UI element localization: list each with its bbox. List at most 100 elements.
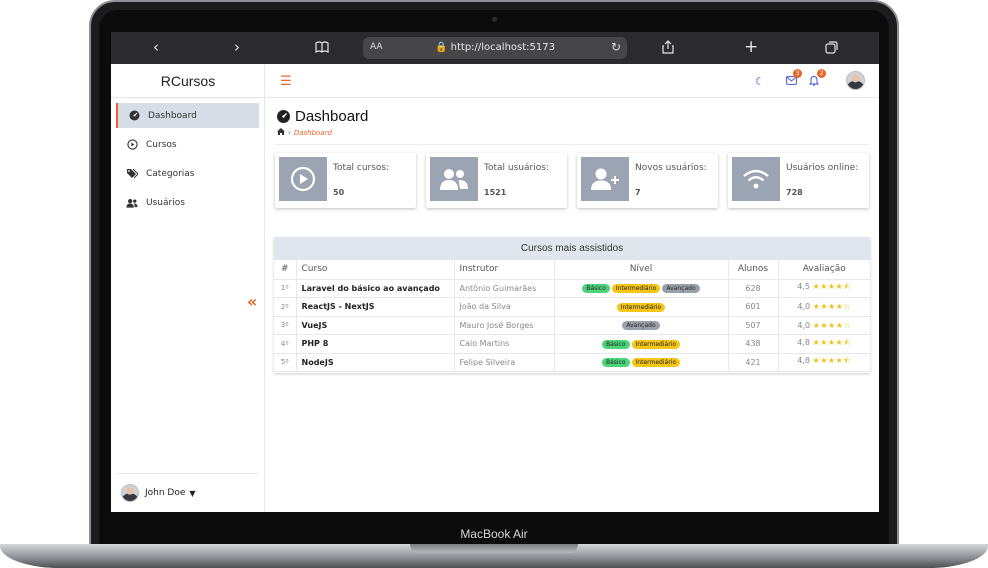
- topbar: ☰ ☾ 3 2: [265, 64, 879, 98]
- rank-cell: 4º: [274, 334, 297, 354]
- sidebar-item-cursos[interactable]: Cursos: [116, 132, 259, 157]
- tabs-icon[interactable]: [825, 41, 838, 57]
- column-header: Alunos: [728, 260, 779, 280]
- level-badge: Avançado: [622, 321, 660, 331]
- stat-card-new-users: Novos usuários: 7: [577, 153, 718, 208]
- students-cell: 421: [728, 353, 779, 372]
- star-rating-icon: ★★★★⯪: [812, 282, 852, 292]
- camera-dot: [492, 17, 497, 22]
- level-badge: Básico: [601, 358, 630, 368]
- column-header: Instrutor: [454, 260, 555, 280]
- rating-value: 4,0: [797, 302, 811, 312]
- card-label: Usuários online:: [786, 163, 859, 173]
- level-badge: Intermediário: [611, 284, 661, 294]
- sidebar-item-usuarios[interactable]: Usuários: [116, 190, 259, 215]
- back-icon[interactable]: ‹: [153, 38, 159, 56]
- star-rating-icon: ★★★★☆: [812, 302, 852, 312]
- level-cell: Básico Intermediário: [554, 334, 729, 354]
- menu-icon[interactable]: ☰: [280, 74, 292, 89]
- page-title: Dashboard: [277, 108, 368, 125]
- book-icon[interactable]: [315, 41, 329, 56]
- share-icon[interactable]: [662, 40, 674, 57]
- url-text: 🔒 http://localhost:5173: [435, 42, 555, 53]
- address-bar[interactable]: AA 🔒 http://localhost:5173 ↻: [363, 37, 627, 59]
- table-header-row: # Curso Instrutor Nível Alunos Avaliação: [274, 260, 870, 280]
- sidebar-item-label: Categorias: [146, 168, 195, 179]
- mail-icon[interactable]: [786, 75, 797, 88]
- bell-badge: 2: [817, 69, 826, 78]
- card-value: 50: [333, 188, 345, 197]
- level-cell: Básico Intermediário: [554, 353, 729, 372]
- course-cell: NodeJS: [296, 353, 455, 372]
- level-badge: Avançado: [662, 284, 700, 294]
- dashboard-icon: [277, 110, 290, 123]
- app-screen: RCursos Dashboard Cursos Categorias: [111, 64, 879, 512]
- course-cell: Laravel do básico ao avançado: [296, 279, 455, 298]
- users-icon: [126, 197, 138, 209]
- table-row[interactable]: 3º VueJS Mauro José Borges Avançado 507 4,0 ★…: [274, 316, 870, 335]
- table-row[interactable]: 1º Laravel do básico ao avançado Antônio G…: [274, 279, 870, 298]
- new-tab-icon[interactable]: +: [744, 37, 759, 57]
- breadcrumb: › Dashboard: [277, 128, 332, 137]
- play-circle-icon: [279, 157, 327, 201]
- collapse-sidebar-icon[interactable]: «: [247, 292, 258, 311]
- card-value: 728: [786, 188, 803, 197]
- card-value: 1521: [484, 188, 507, 197]
- browser-toolbar: ‹ › AA 🔒 http://localhost:5173 ↻ +: [111, 32, 879, 64]
- card-label: Novos usuários:: [635, 163, 707, 173]
- instructor-cell: Felipe Silveira: [454, 353, 555, 372]
- rating-cell: 4,8 ★★★★⯪: [778, 334, 870, 354]
- bell-icon[interactable]: [808, 75, 820, 89]
- students-cell: 628: [728, 279, 779, 298]
- home-icon[interactable]: [277, 128, 285, 137]
- mail-badge: 3: [793, 69, 802, 78]
- stat-card-total-courses: Total cursos: 50: [275, 153, 416, 208]
- reader-aa[interactable]: AA: [370, 42, 383, 52]
- instructor-cell: João da Silva: [454, 297, 555, 317]
- course-cell: ReactJS - NextJS: [296, 297, 455, 317]
- top-courses-panel: Cursos mais assistidos # Curso Instrutor…: [274, 237, 870, 373]
- sidebar-item-label: Usuários: [146, 197, 185, 208]
- app-title: RCursos: [160, 73, 216, 89]
- star-rating-icon: ★★★★⯪: [812, 356, 852, 366]
- card-label: Total cursos:: [333, 163, 390, 173]
- device-label: MacBook Air: [460, 527, 528, 541]
- users-icon: [430, 157, 478, 201]
- sidebar-item-dashboard[interactable]: Dashboard: [116, 103, 259, 128]
- user-menu[interactable]: John Doe ▼: [121, 484, 196, 502]
- rating-cell: 4,8 ★★★★⯪: [778, 353, 870, 372]
- column-header: Curso: [296, 260, 455, 280]
- table-row[interactable]: 5º NodeJS Felipe Silveira Básico Intermediár…: [274, 353, 870, 372]
- wifi-icon: [732, 157, 780, 201]
- moon-icon[interactable]: ☾: [755, 75, 765, 88]
- table-title: Cursos mais assistidos: [274, 237, 870, 260]
- reload-icon[interactable]: ↻: [610, 40, 621, 54]
- level-cell: Avançado: [554, 316, 729, 335]
- level-badge: Intermediário: [616, 302, 666, 312]
- play-circle-icon: [126, 139, 138, 151]
- sidebar-item-label: Cursos: [146, 139, 177, 150]
- rank-cell: 2º: [274, 297, 297, 317]
- stat-card-total-users: Total usuários: 1521: [426, 153, 567, 208]
- column-header: Avaliação: [778, 260, 870, 280]
- rating-value: 4,5: [797, 282, 810, 292]
- top-courses-table: # Curso Instrutor Nível Alunos Avaliação…: [274, 260, 870, 372]
- table-row[interactable]: 2º ReactJS - NextJS João da Silva Intermedi…: [274, 297, 870, 317]
- course-cell: PHP 8: [296, 334, 455, 354]
- rating-value: 4,8: [797, 337, 810, 347]
- page-title-text: Dashboard: [295, 108, 369, 125]
- level-badge: Básico: [601, 339, 630, 349]
- rating-cell: 4,0 ★★★★☆: [778, 297, 870, 317]
- user-name: John Doe: [145, 488, 186, 498]
- students-cell: 507: [728, 316, 779, 335]
- instructor-cell: Mauro José Borges: [454, 316, 555, 335]
- rating-value: 4,8: [797, 356, 810, 366]
- forward-icon[interactable]: ›: [234, 38, 240, 56]
- avatar[interactable]: [846, 71, 865, 90]
- table-row[interactable]: 4º PHP 8 Caio Martins Básico Intermediário 43…: [274, 334, 870, 354]
- main-content: ☰ ☾ 3 2 Dashboard: [265, 64, 879, 512]
- course-cell: VueJS: [296, 316, 455, 335]
- breadcrumb-current[interactable]: Dashboard: [293, 128, 332, 137]
- sidebar-item-categorias[interactable]: Categorias: [116, 161, 259, 186]
